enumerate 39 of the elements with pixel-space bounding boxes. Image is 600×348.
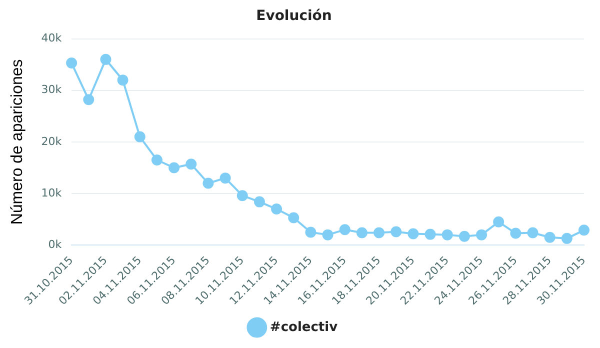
y-tick-label: 0k bbox=[48, 238, 62, 251]
point bbox=[117, 74, 128, 86]
point bbox=[510, 228, 522, 239]
point bbox=[322, 229, 334, 240]
point bbox=[527, 227, 538, 238]
point bbox=[220, 172, 231, 184]
point bbox=[390, 226, 402, 238]
y-tick-label: 40k bbox=[41, 32, 62, 45]
point bbox=[442, 229, 453, 240]
point bbox=[236, 190, 248, 202]
point bbox=[339, 224, 350, 236]
point bbox=[134, 131, 146, 142]
y-axis-title: Número de apariciones bbox=[9, 59, 26, 225]
chart-title: Evolución bbox=[256, 8, 332, 24]
point bbox=[458, 230, 470, 242]
point bbox=[100, 54, 112, 65]
y-tick-label: 30k bbox=[41, 83, 62, 96]
y-tick-label: 10k bbox=[41, 186, 62, 200]
legend-label: #colectiv bbox=[270, 320, 338, 335]
point bbox=[202, 178, 214, 189]
point bbox=[151, 154, 162, 166]
point bbox=[561, 232, 572, 244]
point bbox=[305, 226, 316, 238]
point bbox=[168, 162, 180, 174]
point bbox=[374, 227, 385, 238]
point bbox=[424, 228, 436, 240]
point bbox=[254, 196, 265, 208]
point bbox=[476, 229, 488, 240]
y-tick-label: 20k bbox=[41, 134, 62, 148]
point bbox=[186, 158, 197, 170]
point bbox=[271, 204, 282, 215]
point bbox=[493, 216, 504, 228]
point bbox=[288, 212, 300, 224]
point bbox=[356, 227, 368, 238]
point bbox=[66, 58, 78, 69]
point bbox=[544, 232, 556, 243]
point bbox=[83, 94, 94, 106]
point bbox=[408, 228, 419, 240]
point bbox=[578, 224, 590, 236]
